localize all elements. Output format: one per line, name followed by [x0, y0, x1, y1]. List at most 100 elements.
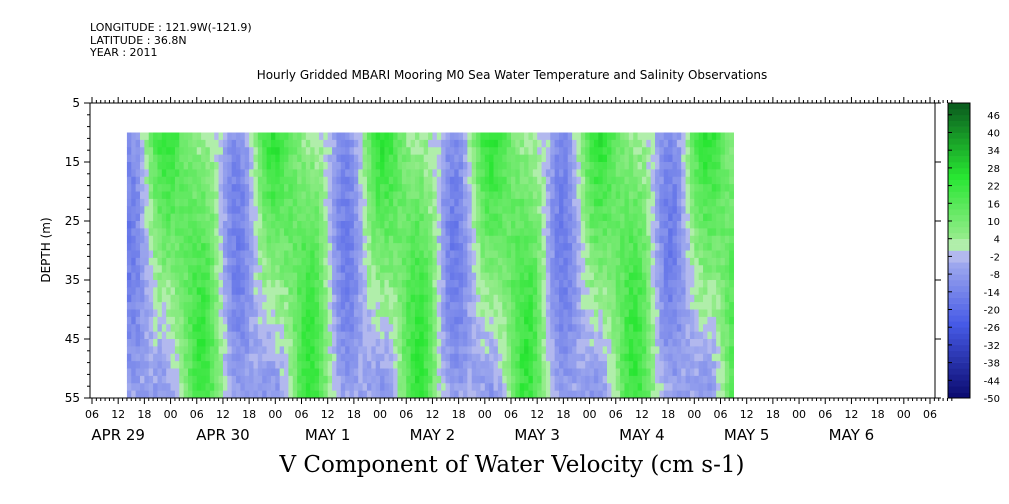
- heatmap-cell: [576, 228, 582, 237]
- heatmap-cell: [236, 243, 241, 251]
- heatmap-cell: [663, 228, 669, 237]
- heatmap-cell: [698, 176, 704, 185]
- heatmap-cell: [650, 243, 656, 251]
- heatmap-cell: [716, 287, 721, 296]
- heatmap-cell: [572, 353, 577, 362]
- heatmap-cell: [349, 331, 355, 340]
- heatmap-cell: [174, 132, 180, 141]
- heatmap-cell: [227, 331, 233, 340]
- heatmap-cell: [467, 221, 473, 229]
- heatmap-cell: [196, 368, 202, 377]
- heatmap-cell: [689, 198, 695, 207]
- heatmap-cell: [174, 250, 180, 259]
- heatmap-cell: [476, 390, 481, 399]
- heatmap-cell: [153, 257, 158, 266]
- heatmap-cell: [462, 272, 468, 281]
- heatmap-cell: [179, 383, 185, 392]
- heatmap-cell: [222, 235, 228, 244]
- heatmap-cell: [323, 221, 329, 229]
- heatmap-cell: [393, 235, 398, 244]
- heatmap-cell: [410, 265, 416, 274]
- heatmap-cell: [257, 213, 263, 222]
- heatmap-cell: [681, 294, 686, 303]
- heatmap-cell: [340, 324, 346, 333]
- heatmap-cell: [131, 375, 137, 384]
- heatmap-cell: [445, 243, 451, 251]
- velocity-heatmap: [126, 132, 734, 399]
- heatmap-cell: [724, 191, 730, 200]
- heatmap-cell: [153, 191, 158, 200]
- heatmap-cell: [589, 132, 595, 141]
- heatmap-cell: [502, 302, 508, 310]
- heatmap-cell: [310, 280, 315, 288]
- heatmap-cell: [698, 368, 704, 377]
- heatmap-cell: [349, 353, 355, 362]
- heatmap-cell: [593, 361, 599, 369]
- heatmap-cell: [611, 191, 617, 200]
- heatmap-cell: [484, 302, 490, 310]
- heatmap-cell: [144, 353, 150, 362]
- heatmap-cell: [231, 383, 237, 392]
- heatmap-cell: [620, 162, 625, 170]
- heatmap-cell: [214, 339, 219, 347]
- heatmap-cell: [633, 390, 638, 399]
- heatmap-cell: [301, 375, 307, 384]
- heatmap-cell: [519, 250, 525, 259]
- heatmap-cell: [397, 169, 403, 178]
- heatmap-cell: [406, 309, 412, 318]
- heatmap-cell: [410, 206, 416, 215]
- heatmap-cell: [332, 272, 337, 281]
- heatmap-cell: [563, 132, 569, 141]
- heatmap-cell: [445, 162, 451, 170]
- heatmap-cell: [607, 206, 612, 215]
- heatmap-cell: [428, 294, 433, 303]
- heatmap-cell: [336, 191, 342, 200]
- heatmap-cell: [559, 184, 564, 192]
- heatmap-cell: [183, 375, 189, 384]
- heatmap-cell: [366, 235, 372, 244]
- heatmap-cell: [637, 221, 643, 229]
- heatmap-cell: [340, 162, 346, 170]
- heatmap-cell: [698, 331, 704, 340]
- heatmap-cell: [580, 257, 586, 266]
- heatmap-cell: [140, 184, 145, 192]
- heatmap-cell: [144, 250, 150, 259]
- heatmap-cell: [140, 331, 145, 340]
- heatmap-cell: [301, 176, 307, 185]
- heatmap-cell: [659, 309, 665, 318]
- heatmap-cell: [436, 383, 442, 392]
- heatmap-cell: [284, 235, 289, 244]
- heatmap-cell: [161, 280, 167, 288]
- heatmap-cell: [222, 265, 228, 274]
- heatmap-cell: [270, 265, 276, 274]
- heatmap-cell: [157, 375, 163, 384]
- heatmap-cell: [637, 390, 643, 399]
- heatmap-cell: [711, 221, 717, 229]
- heatmap-cell: [183, 346, 189, 355]
- heatmap-cell: [384, 390, 390, 399]
- heatmap-cell: [288, 213, 294, 222]
- heatmap-cell: [126, 324, 132, 333]
- heatmap-cell: [166, 206, 171, 215]
- heatmap-cell: [628, 250, 634, 259]
- heatmap-cell: [340, 302, 346, 310]
- heatmap-cell: [628, 132, 634, 141]
- heatmap-cell: [214, 353, 219, 362]
- heatmap-cell: [689, 280, 695, 288]
- heatmap-cell: [401, 390, 407, 399]
- heatmap-cell: [663, 154, 669, 163]
- heatmap-cell: [340, 390, 346, 399]
- heatmap-cell: [716, 243, 721, 251]
- heatmap-cell: [454, 213, 460, 222]
- heatmap-cell: [449, 243, 455, 251]
- heatmap-cell: [301, 228, 307, 237]
- heatmap-cell: [419, 213, 425, 222]
- heatmap-cell: [279, 265, 285, 274]
- heatmap-cell: [462, 221, 468, 229]
- heatmap-cell: [711, 147, 717, 156]
- heatmap-cell: [144, 162, 150, 170]
- heatmap-cell: [641, 324, 647, 333]
- heatmap-cell: [231, 331, 237, 340]
- heatmap-cell: [375, 139, 381, 148]
- heatmap-cell: [476, 184, 481, 192]
